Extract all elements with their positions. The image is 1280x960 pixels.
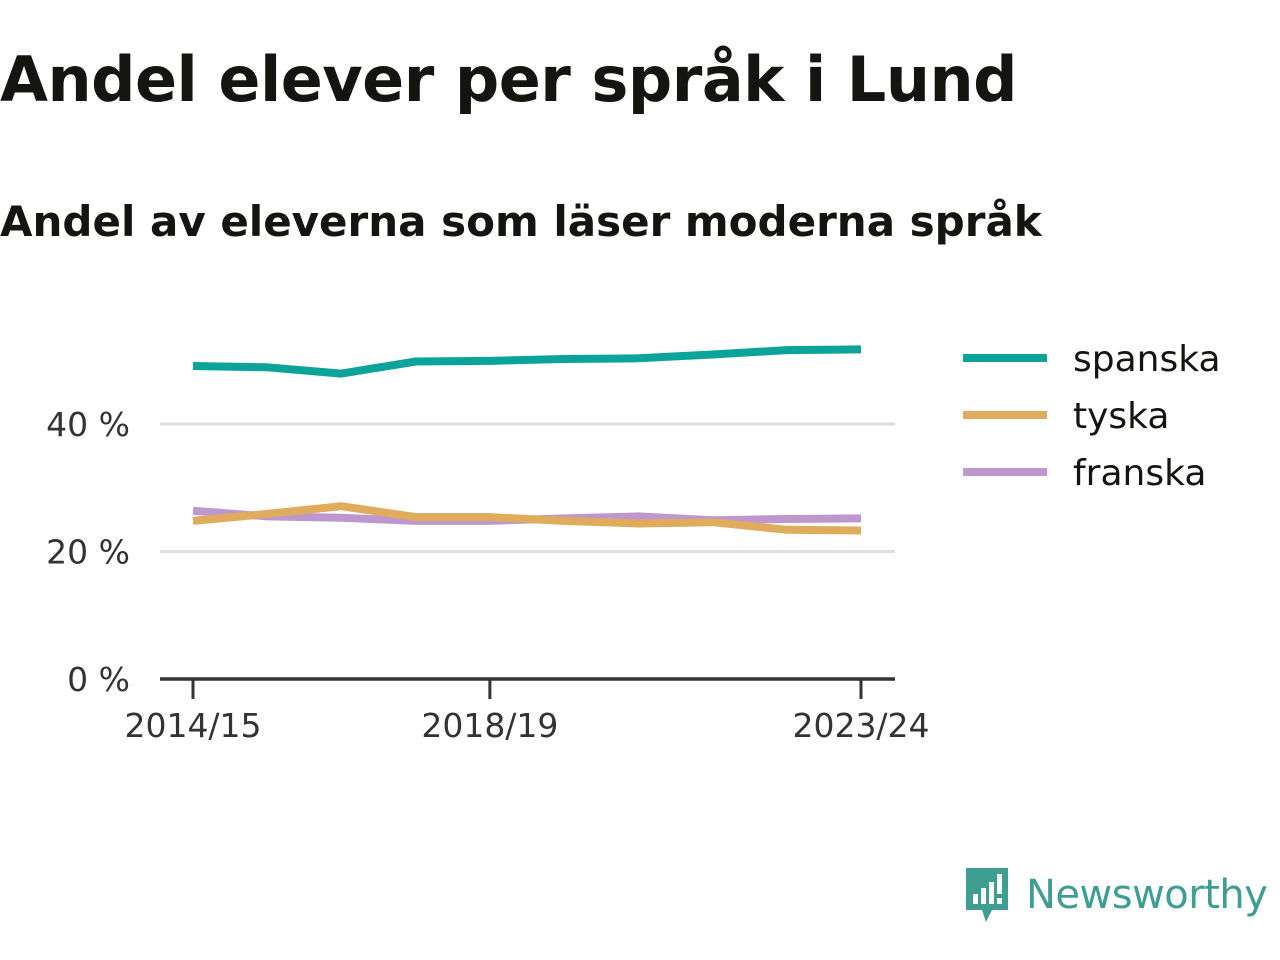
series-lines	[192, 345, 862, 535]
legend-label-franska: franska	[1073, 453, 1206, 494]
series-line-spanska	[192, 345, 862, 378]
legend: spanska tyska franska	[963, 339, 1221, 494]
legend-label-spanska: spanska	[1073, 339, 1221, 380]
line-chart: 0 % 20 % 40 % 2014/15 2018/19 2023/24 spansk…	[46, 339, 1221, 745]
x-axis	[160, 677, 895, 699]
brand-name: Newsworthy	[1026, 872, 1268, 918]
grid-lines	[160, 422, 895, 553]
y-tick-label: 0 %	[67, 660, 130, 699]
newsworthy-logo-icon	[966, 868, 1008, 922]
chart-subtitle: Andel av eleverna som läser moderna språ…	[0, 197, 1042, 246]
x-tick-label: 2014/15	[124, 706, 261, 745]
chart-title: Andel elever per språk i Lund	[0, 43, 1017, 116]
y-axis-tick-labels: 0 % 20 % 40 %	[46, 405, 130, 699]
newsworthy-brand: Newsworthy	[962, 862, 1268, 928]
series-line-tyska	[192, 502, 862, 535]
y-tick-label: 40 %	[46, 405, 130, 444]
x-axis-tick-labels: 2014/15 2018/19 2023/24	[124, 706, 929, 745]
x-tick-label: 2018/19	[421, 706, 558, 745]
x-tick-label: 2023/24	[792, 706, 929, 745]
legend-label-tyska: tyska	[1073, 396, 1169, 437]
y-tick-label: 20 %	[46, 533, 130, 572]
